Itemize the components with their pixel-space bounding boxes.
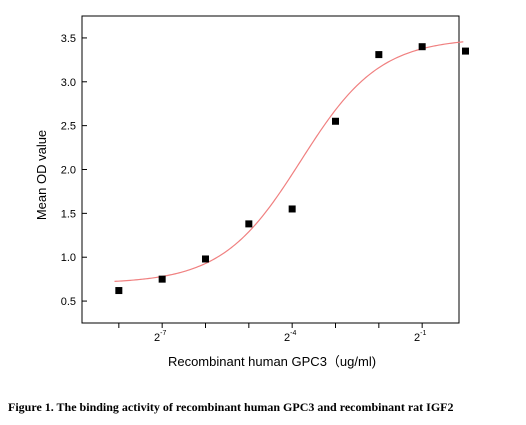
figure-caption: Figure 1. The binding activity of recomb… xyxy=(8,400,454,414)
data-point xyxy=(158,275,166,283)
data-point xyxy=(115,287,123,295)
y-axis-title: Mean OD value xyxy=(34,130,49,220)
x-tick-label: 2-4 xyxy=(284,330,296,344)
data-point xyxy=(332,117,339,125)
data-point xyxy=(462,47,469,55)
y-tick-label: 2.0 xyxy=(61,165,76,177)
data-point xyxy=(288,205,296,213)
x-tick-label: 2-1 xyxy=(414,330,426,344)
data-point xyxy=(418,43,426,51)
fit-curve xyxy=(114,41,464,282)
y-axis-ticks: 0.5 1.0 1.5 2.0 2.5 3.0 3.5 xyxy=(61,33,87,308)
chart: 0.5 1.0 1.5 2.0 2.5 3.0 3.5 2-7 2-4 2-1 Recombin… xyxy=(34,15,469,369)
x-axis-title: Recombinant human GPC3（ug/ml) xyxy=(168,354,376,369)
y-tick-label: 2.5 xyxy=(61,121,76,133)
data-points xyxy=(115,43,469,295)
y-tick-label: 1.0 xyxy=(61,252,76,264)
data-point xyxy=(245,220,253,228)
data-point xyxy=(202,255,209,263)
y-tick-label: 0.5 xyxy=(61,296,76,308)
x-tick-label: 2-7 xyxy=(154,330,166,344)
x-axis-ticks: 2-7 2-4 2-1 xyxy=(118,323,426,344)
y-tick-label: 1.5 xyxy=(61,208,76,220)
data-point xyxy=(375,51,383,59)
y-tick-label: 3.5 xyxy=(61,33,76,45)
y-tick-label: 3.0 xyxy=(61,77,76,89)
plot-frame xyxy=(81,15,460,324)
